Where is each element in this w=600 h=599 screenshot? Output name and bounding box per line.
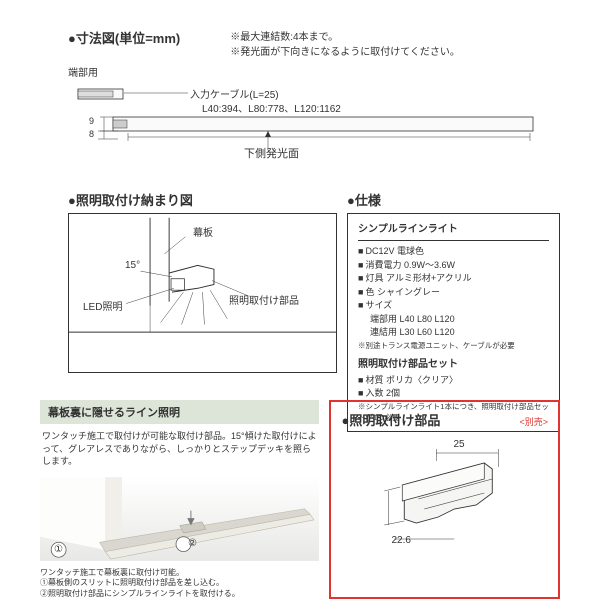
middle-section: 照明取付け納まり図 [68, 190, 560, 432]
cap1: ①幕板側のスリットに照明取付け部品を差し込む。 [40, 578, 319, 588]
photo-svg [40, 474, 319, 564]
dimension-notes: 最大連結数:4本まで。 発光面が下向きになるように取付けてください。 [230, 28, 460, 58]
install-title: 照明取付け納まり図 [68, 190, 337, 209]
install-diagram-panel: 照明取付け納まり図 [68, 190, 337, 432]
emit-label: 下側発光面 [244, 145, 299, 161]
angle-label: 15° [125, 260, 140, 271]
spec-item-3: 色 シャイングレー [358, 286, 549, 300]
photo-desc: ワンタッチ施工で取付けが可能な取付け部品。15°傾けた取付けによって、グレアレス… [40, 424, 319, 474]
dimension-title: 寸法図(単位=mm) [68, 28, 180, 54]
spec-item-1: 消費電力 0.9W～3.6W [358, 259, 549, 273]
spec-item-4: サイズ [358, 299, 549, 313]
part-label: 照明取付け部品 [229, 292, 299, 307]
note-orient: 発光面が下向きになるように取付けてください。 [230, 43, 460, 58]
lengths-label: L40:394、L80:778、L120:1162 [202, 100, 341, 115]
spec-set-1: 入数 2個 [358, 387, 549, 401]
photo-panel: 幕板裏に隠せるライン照明 ワンタッチ施工で取付けが可能な取付け部品。15°傾けた… [40, 400, 319, 599]
install-box: 幕板 15° LED照明 照明取付け部品 [68, 213, 337, 373]
spec-item-2: 灯具 アルミ形材+アクリル [358, 272, 549, 286]
photo-area: ① ② [40, 474, 319, 564]
photo-n1: ① [54, 544, 63, 555]
dim-9: 9 [89, 116, 94, 126]
spec-set-0: 材質 ポリカ〈クリア〉 [358, 374, 549, 388]
sold-separately: <別売> [519, 415, 548, 428]
part-title-row: 照明取付け部品 <別売> [341, 410, 548, 433]
dim-8: 8 [89, 129, 94, 139]
part-drawing: 25 22.6 [341, 439, 548, 559]
dimension-svg [68, 83, 558, 169]
photo-captions: ワンタッチ施工で幕板裏に取付け可能。 ①幕板側のスリットに照明取付け部品を差し込… [40, 568, 319, 599]
dimension-header: 寸法図(単位=mm) 最大連結数:4本まで。 発光面が下向きになるように取付けて… [68, 28, 560, 58]
makuita-label: 幕板 [193, 224, 213, 239]
part-dim-h: 22.6 [391, 535, 410, 546]
dimension-section: 寸法図(単位=mm) 最大連結数:4本まで。 発光面が下向きになるように取付けて… [68, 28, 560, 169]
part-dim-w: 25 [453, 439, 464, 450]
spec-size2: 連結用 L30 L60 L120 [358, 326, 549, 340]
led-label: LED照明 [83, 298, 122, 313]
edge-label: 端部用 [68, 64, 560, 79]
spec-set-title: 照明取付け部品セット [358, 357, 549, 372]
spec-title-heading: 仕様 [347, 190, 560, 209]
part-svg [341, 439, 548, 559]
cap-intro: ワンタッチ施工で幕板裏に取付け可能。 [40, 568, 319, 578]
part-title: 照明取付け部品 [341, 410, 440, 429]
note-max: 最大連結数:4本まで。 [230, 28, 460, 43]
cap2: ②照明取付け部品にシンプルラインライトを取付ける。 [40, 589, 319, 599]
spec-product-title: シンプルラインライト [358, 222, 549, 241]
photo-n2: ② [188, 538, 197, 549]
spec-item-0: DC12V 電球色 [358, 245, 549, 259]
bottom-section: 幕板裏に隠せるライン照明 ワンタッチ施工で取付けが可能な取付け部品。15°傾けた… [40, 400, 560, 599]
spec-size1: 端部用 L40 L80 L120 [358, 313, 549, 327]
dimension-diagram: 入力ケーブル(L=25) L40:394、L80:778、L120:1162 9… [68, 83, 560, 169]
spec-note1: 別途トランス電源ユニット、ケーブルが必要 [358, 340, 549, 351]
cable-label: 入力ケーブル(L=25) [190, 86, 279, 101]
spec-panel: 仕様 シンプルラインライト DC12V 電球色 消費電力 0.9W～3.6W 灯… [347, 190, 560, 432]
photo-title: 幕板裏に隠せるライン照明 [40, 400, 319, 424]
part-panel: 照明取付け部品 <別売> 25 22.6 [329, 400, 560, 599]
